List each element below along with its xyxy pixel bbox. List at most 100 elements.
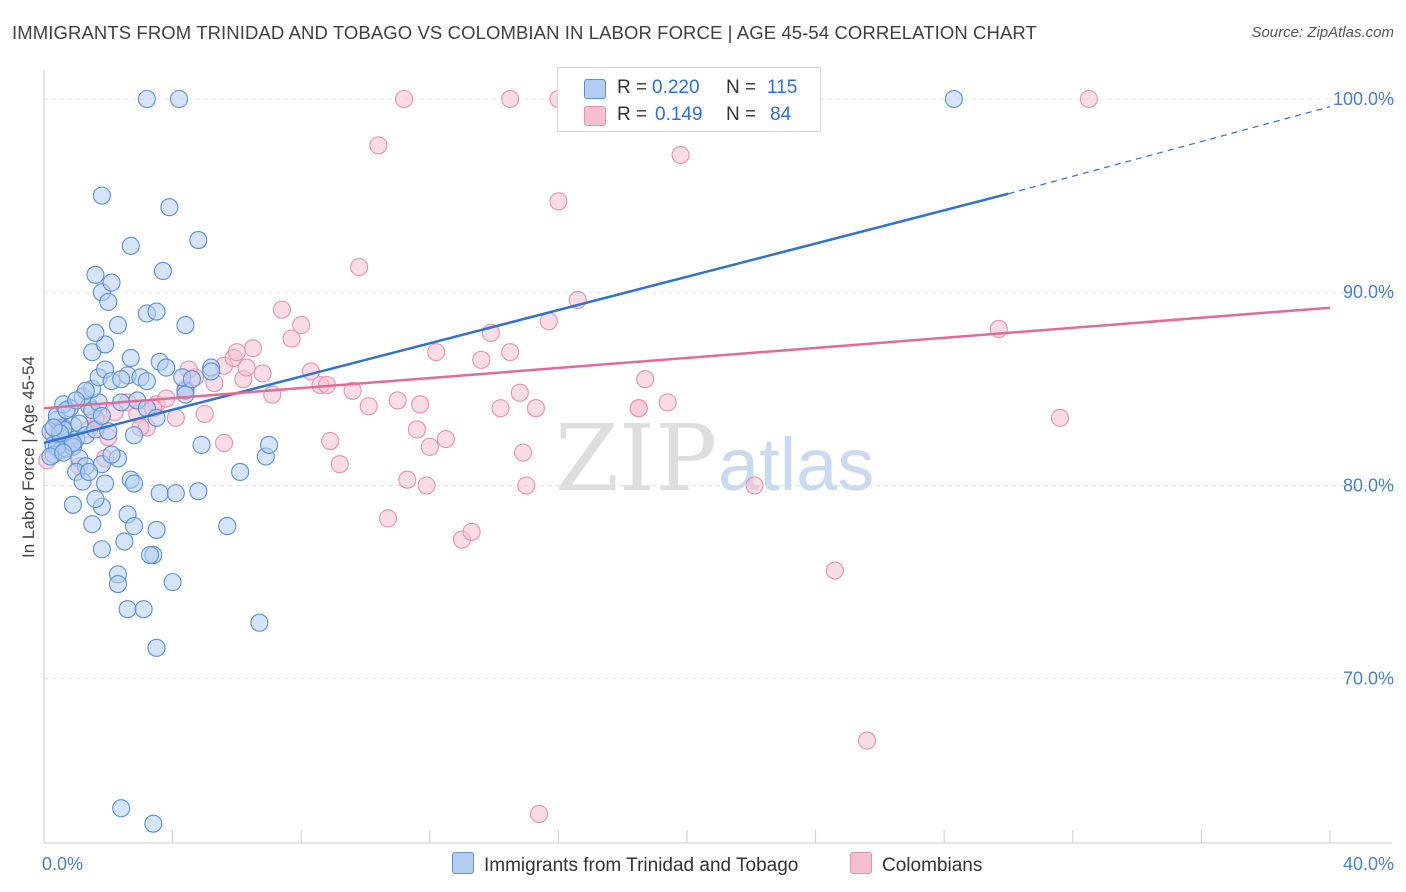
watermark: ZIP atlas: [555, 405, 874, 512]
trend-lines: [43, 106, 1331, 445]
source-credit: Source: ZipAtlas.com: [1251, 24, 1394, 41]
trinidad-point: [150, 484, 169, 503]
trinidad-point: [202, 362, 221, 381]
colombian-point: [629, 399, 648, 418]
colombian-point: [395, 89, 414, 109]
legend-n-label: N =: [726, 77, 757, 98]
trinidad-point: [118, 600, 137, 619]
legend-r-label: R =: [617, 77, 648, 98]
legend-swatch-pink: [850, 852, 872, 874]
trinidad-point: [176, 316, 195, 335]
trinidad-point: [86, 489, 105, 509]
y-tick-label-3: 70.0%: [1343, 669, 1394, 689]
trinidad-point: [83, 515, 102, 534]
trinidad-point: [115, 532, 134, 551]
colombian-point: [517, 476, 536, 495]
x-tick-label-0: 0.0%: [42, 854, 83, 874]
legend-label-colombians: Colombians: [882, 855, 983, 876]
legend-swatch-pink: [584, 106, 606, 126]
legend-item-trinidad: Immigrants from Trinidad and Tobago: [452, 852, 798, 877]
colombian-point: [398, 470, 417, 489]
colombian-point: [530, 804, 549, 824]
colombian-point: [436, 430, 455, 449]
trinidad-point: [147, 520, 166, 539]
colombian-point: [330, 455, 349, 474]
trinidad-point: [86, 323, 105, 342]
trinidad-point: [160, 198, 179, 217]
trinidad-point: [96, 335, 115, 354]
trinidad-point: [44, 418, 63, 437]
colombian-point: [214, 433, 234, 453]
tick-labels: 100.0% 90.0% 80.0% 70.0% 0.0% 40.0%: [42, 89, 1394, 874]
legend-swatch-blue: [584, 79, 606, 99]
legend-swatch-blue: [452, 852, 474, 874]
colombian-point: [237, 358, 256, 377]
trinidad-point: [99, 292, 118, 311]
legend-r-value: 0.149: [655, 104, 703, 125]
trinidad-point: [259, 435, 279, 454]
trinidad-point: [124, 517, 144, 536]
colombian-point: [378, 509, 398, 528]
legend-item-colombians: Colombians: [850, 852, 982, 877]
legend-row-colombians: R = 0.149 N = 84: [558, 99, 820, 129]
trinidad-point: [102, 273, 121, 292]
trinidad-trend-extension: [1008, 106, 1331, 195]
y-axis-label: In Labor Force | Age 45-54: [19, 356, 38, 558]
x-tick-label-1: 40.0%: [1343, 854, 1394, 874]
trinidad-point: [108, 574, 127, 594]
colombian-point: [359, 397, 378, 416]
colombian-point: [350, 258, 369, 277]
trinidad-point: [147, 638, 166, 657]
colombian-point: [462, 522, 481, 541]
trinidad-point: [102, 445, 121, 464]
legend-row-trinidad: R = 0.220 N = 115: [558, 72, 820, 102]
colombian-point: [526, 399, 545, 418]
colombian-point: [343, 381, 362, 400]
colombian-point: [857, 731, 877, 750]
colombian-point: [407, 420, 426, 439]
colombian-point: [427, 343, 446, 362]
colombian-point: [292, 316, 311, 335]
trinidad-point: [250, 613, 269, 632]
colombian-point: [745, 476, 764, 495]
legend-n-label: N =: [726, 104, 757, 125]
trinidad-point: [166, 484, 185, 503]
trinidad-point: [144, 814, 163, 833]
colombian-point: [501, 89, 520, 109]
trinidad-point: [169, 89, 189, 109]
trinidad-point: [192, 435, 211, 454]
colombian-point: [636, 370, 655, 389]
colombian-point: [195, 404, 214, 424]
trinidad-point: [92, 406, 111, 425]
trinidad-point: [63, 495, 82, 514]
colombian-point: [472, 350, 491, 369]
trinidad-point: [54, 443, 73, 462]
trinidad-point: [124, 474, 144, 493]
trinidad-point: [121, 348, 140, 367]
stats-legend: R = 0.220 N = 115 R = 0.149 N = 84: [557, 67, 821, 132]
trinidad-point: [147, 302, 166, 321]
grid-lines: [44, 98, 1392, 680]
colombian-point: [369, 136, 388, 155]
y-tick-label-0: 100.0%: [1333, 89, 1394, 109]
trinidad-point: [141, 546, 160, 565]
colombian-point: [1050, 408, 1069, 427]
trinidad-point: [157, 358, 176, 377]
trinidad-point: [163, 573, 182, 592]
trinidad-point: [231, 462, 250, 482]
trinidad-point: [182, 370, 201, 389]
trinidad-point: [92, 540, 111, 559]
colombian-point: [282, 329, 301, 348]
trinidad-point: [86, 265, 105, 284]
legend-n-value: 84: [770, 104, 792, 125]
trinidad-point: [134, 600, 153, 619]
colombian-point: [491, 399, 510, 418]
colombian-point: [825, 561, 844, 580]
colombian-point: [420, 437, 439, 456]
colombian-point: [272, 300, 291, 319]
trinidad-point: [153, 261, 173, 281]
watermark-atlas: atlas: [718, 423, 874, 506]
trinidad-point: [189, 231, 208, 250]
colombian-point: [411, 395, 430, 414]
